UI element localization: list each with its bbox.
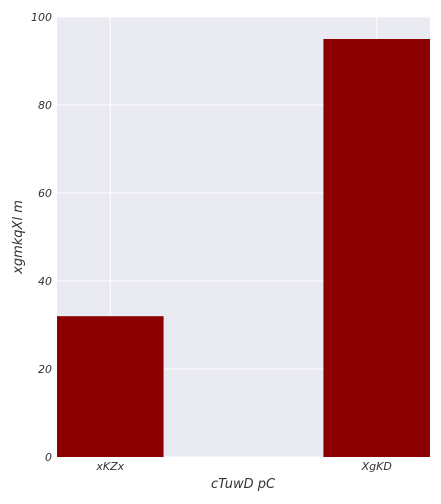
bars [57, 39, 430, 457]
y-tick-label: 20 [38, 363, 52, 376]
y-tick-label: 80 [38, 99, 52, 112]
y-tick-label: 100 [31, 11, 52, 24]
y-tick-labels: 0 20 40 60 80 100 [31, 11, 52, 464]
bar-XgKD [323, 39, 430, 457]
y-tick-label: 40 [38, 275, 52, 288]
y-tick-label: 60 [38, 187, 52, 200]
x-axis-label: cTuwD pC [211, 477, 276, 492]
y-tick-label: 0 [45, 451, 52, 464]
y-axis-label: xgmkqXl m [11, 200, 26, 275]
bar-xKZx [57, 316, 164, 457]
x-tick-label: xKZx [95, 460, 124, 473]
x-tick-label: XgKD [361, 460, 392, 473]
x-tick-labels: xKZx XgKD [95, 460, 391, 473]
